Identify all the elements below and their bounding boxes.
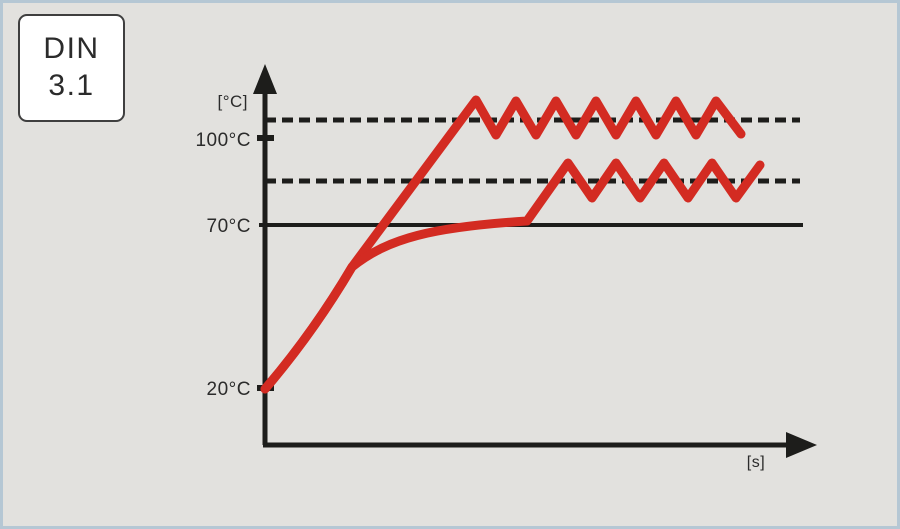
- temperature-chart: [°C] 100°C 70°C 20°C [s]: [195, 64, 817, 471]
- din-badge-line1: DIN: [43, 32, 100, 66]
- y-axis-arrowhead: [253, 64, 277, 94]
- x-axis-arrowhead: [786, 432, 817, 458]
- din-standard-badge: DIN 3.1: [18, 14, 125, 122]
- x-axis-unit-label: [s]: [747, 454, 765, 471]
- boil-curve: [260, 95, 746, 394]
- y-tick-label-20: 20°C: [207, 379, 251, 400]
- y-tick-label-100: 100°C: [195, 130, 251, 151]
- din-badge-line2: 3.1: [48, 69, 95, 102]
- hold-curve: [260, 158, 765, 394]
- y-tick-label-70: 70°C: [207, 216, 251, 237]
- y-axis-unit-label: [°C]: [217, 92, 248, 111]
